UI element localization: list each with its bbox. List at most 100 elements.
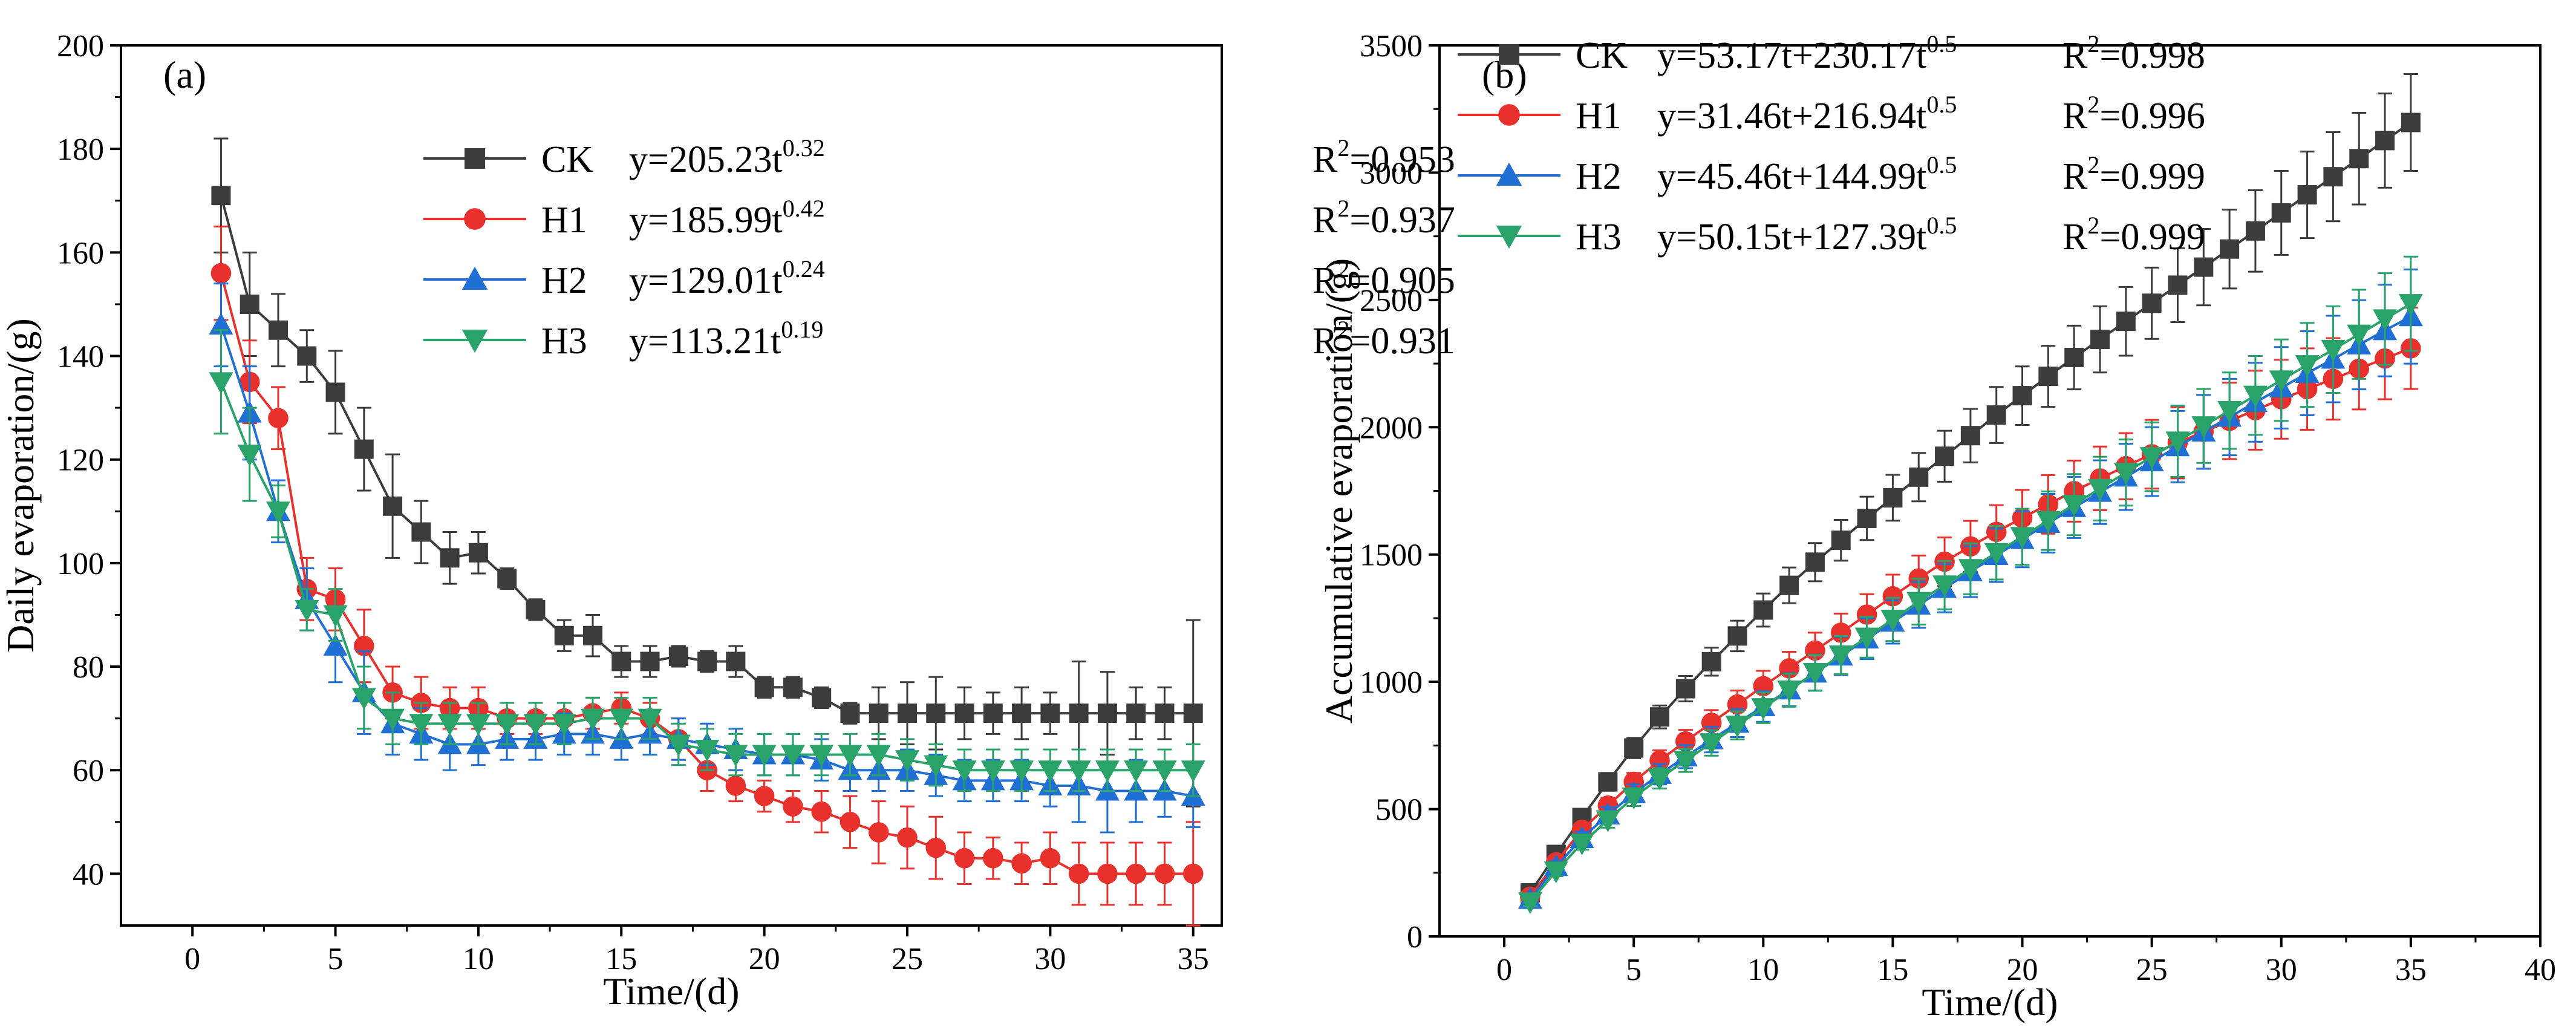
legend-equation: y=113.21t0.19 — [629, 316, 823, 362]
data-point — [2012, 386, 2032, 406]
data-point — [1802, 662, 1827, 685]
data-point — [1935, 446, 1955, 466]
data-point — [1830, 622, 1851, 643]
data-point — [1856, 604, 1877, 625]
data-point — [868, 822, 889, 843]
data-point — [1598, 772, 1618, 792]
data-point — [1854, 627, 1879, 650]
data-point — [983, 847, 1003, 869]
x-tick-label: 15 — [1877, 953, 1908, 987]
legend: CK y=53.17t+230.17t0.5 R2=0.998 H1 y=31.46t+… — [1458, 30, 2205, 258]
x-tick-label: 35 — [1178, 942, 1209, 976]
x-tick-label: 30 — [2266, 953, 2297, 987]
y-tick-label: 0 — [1407, 920, 1423, 955]
data-point — [1097, 863, 1118, 884]
panel-label: (a) — [163, 53, 206, 96]
data-point — [2243, 385, 2268, 408]
data-point — [2010, 527, 2035, 549]
data-point — [2142, 293, 2162, 313]
data-point — [1622, 787, 1646, 809]
series-ck — [211, 137, 1203, 808]
data-point — [666, 734, 691, 757]
data-point — [1779, 575, 1799, 595]
data-point — [866, 745, 891, 767]
data-point — [812, 688, 832, 708]
data-point — [1984, 543, 2009, 565]
data-point — [1069, 704, 1089, 723]
y-tick-label: 1000 — [1360, 665, 1423, 700]
legend-equation: y=50.15t+127.39t0.5 — [1657, 212, 1957, 258]
data-point — [754, 786, 775, 806]
data-point — [237, 445, 262, 467]
data-point — [1805, 552, 1825, 572]
data-point — [1831, 531, 1851, 550]
x-tick-label: 15 — [605, 942, 637, 976]
data-point — [1068, 863, 1089, 884]
y-tick-label: 3000 — [1360, 156, 1423, 191]
data-point — [926, 704, 946, 723]
data-point — [269, 320, 288, 340]
data-point — [523, 714, 548, 736]
data-point — [1699, 733, 1724, 756]
data-point — [783, 677, 803, 697]
data-point — [1097, 704, 1117, 723]
data-point — [1596, 810, 1620, 832]
data-point — [268, 408, 289, 429]
y-tick-label: 3500 — [1360, 29, 1423, 64]
data-point — [924, 755, 948, 777]
data-point — [1777, 681, 1802, 703]
y-tick-label: 180 — [57, 132, 104, 167]
data-point — [552, 714, 576, 736]
data-point — [1909, 467, 1929, 487]
data-point — [1126, 863, 1146, 884]
data-point — [526, 599, 546, 619]
series-h3 — [209, 329, 1205, 797]
data-point — [780, 745, 805, 767]
data-point — [1958, 559, 1983, 581]
data-point — [1675, 679, 1695, 699]
data-point — [2401, 113, 2421, 132]
data-point — [323, 605, 348, 627]
legend-marker — [461, 266, 488, 290]
y-tick-label: 200 — [57, 29, 104, 64]
data-point — [2062, 495, 2087, 517]
x-tick-label: 5 — [328, 942, 344, 976]
legend-label: H1 — [541, 200, 587, 241]
data-point — [1906, 592, 1931, 614]
data-point — [1701, 713, 1722, 733]
data-point — [1181, 760, 1205, 783]
legend-label: H3 — [541, 321, 587, 362]
data-point — [2194, 257, 2214, 277]
x-tick-label: 35 — [2395, 953, 2427, 987]
y-tick-label: 160 — [57, 236, 104, 270]
data-point — [495, 714, 520, 736]
y-tick-label: 500 — [1375, 793, 1423, 828]
data-point — [1066, 760, 1091, 783]
data-point — [2271, 203, 2291, 223]
data-point — [809, 745, 834, 767]
data-point — [898, 704, 917, 723]
data-point — [354, 439, 374, 459]
data-point — [1009, 760, 1034, 783]
data-point — [466, 714, 491, 736]
legend-label: CK — [1576, 35, 1628, 76]
x-tick-label: 5 — [1626, 953, 1642, 987]
data-point — [1126, 704, 1146, 723]
data-point — [1751, 698, 1776, 720]
legend-r-squared: R2=0.998 — [2062, 30, 2205, 76]
data-point — [1649, 750, 1670, 771]
y-tick-label: 100 — [57, 547, 104, 581]
x-tick-label: 25 — [2136, 953, 2168, 987]
data-point — [2217, 400, 2242, 423]
data-point — [409, 714, 434, 736]
data-point — [210, 263, 232, 284]
data-point — [2347, 324, 2372, 347]
y-tick-label: 40 — [73, 857, 104, 892]
data-point — [2373, 309, 2398, 331]
data-point — [2375, 131, 2395, 151]
data-point — [1960, 426, 1980, 446]
data-point — [1648, 768, 1672, 791]
x-axis-label: Time/(d) — [1922, 981, 2058, 1024]
x-tick-label: 0 — [1496, 953, 1512, 987]
